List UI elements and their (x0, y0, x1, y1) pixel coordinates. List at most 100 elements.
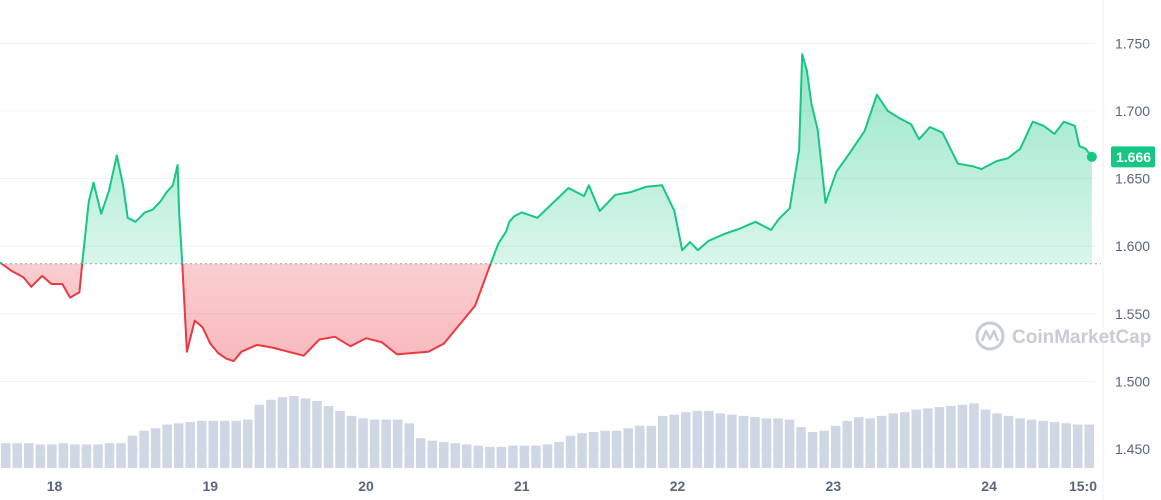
y-axis: 1.450 1.500 1.550 1.600 1.650 1.700 1.750 (1115, 35, 1150, 457)
volume-bar (1049, 422, 1060, 468)
area-fill-up (0, 54, 1092, 264)
volume-bar (773, 418, 783, 468)
volume-bar (646, 425, 656, 468)
volume-bar (600, 430, 610, 468)
volume-bar (692, 410, 703, 468)
volume-bar (542, 444, 553, 468)
watermark-text: CoinMarketCap (1012, 327, 1151, 348)
volume-bar (819, 430, 829, 468)
volume-bar (715, 413, 726, 468)
volume-bar (1015, 418, 1025, 468)
volume-bar (796, 427, 806, 468)
volume-bar (35, 444, 46, 468)
y-tick-label: 1.600 (1115, 238, 1150, 254)
volume-bar (853, 417, 864, 468)
volume-bar (243, 419, 253, 468)
volume-bar (565, 435, 576, 468)
volume-bar (162, 424, 172, 468)
volume-bar (12, 443, 23, 468)
volume-bar (485, 446, 495, 468)
volume-bar (439, 441, 449, 468)
price-line (0, 53, 1093, 363)
volume-bar (266, 399, 276, 468)
volume-bar (404, 423, 414, 468)
volume-bar (623, 428, 633, 468)
volume-bar (369, 419, 380, 468)
volume-bar (127, 435, 138, 468)
current-price-dot[interactable] (1086, 151, 1097, 162)
current-price-badge: 1.666 (1111, 146, 1155, 168)
volume-bar (335, 410, 345, 468)
volume-bar (312, 400, 322, 468)
x-tick-label: 22 (670, 478, 686, 494)
volume-bar (1084, 424, 1094, 468)
x-tick-label: 23 (826, 478, 842, 494)
area-fill-down (0, 263, 1092, 362)
volume-bar (634, 425, 645, 468)
volume-bar (1072, 424, 1083, 468)
volume-bar (704, 410, 714, 468)
volume-bar (300, 398, 311, 468)
volume-bar (1, 443, 11, 468)
volume-bar (681, 412, 691, 468)
volume-bar (196, 420, 207, 468)
volume-bars (1, 396, 1094, 468)
volume-bar (392, 419, 403, 468)
volume-bar (807, 432, 818, 468)
volume-bar (139, 430, 149, 468)
y-tick-label: 1.750 (1115, 35, 1150, 51)
current-price-badge-bg (1111, 146, 1155, 168)
volume-bar (1003, 415, 1014, 468)
x-axis: 18 19 20 21 22 23 24 15:0 (47, 478, 1097, 494)
volume-bar (173, 423, 184, 468)
volume-bar (277, 397, 288, 468)
volume-bar (830, 425, 841, 468)
volume-bar (81, 444, 92, 468)
coinmarketcap-watermark: CoinMarketCap (975, 321, 1151, 351)
volume-bar (185, 422, 195, 468)
volume-bar (150, 428, 161, 468)
volume-bar (415, 438, 426, 468)
x-tick-label: 19 (202, 478, 218, 494)
volume-bar (727, 414, 737, 468)
volume-bar (842, 420, 852, 468)
y-tick-label: 1.500 (1115, 373, 1150, 389)
volume-bar (750, 417, 760, 468)
volume-bar (231, 420, 242, 468)
volume-bar (611, 430, 622, 468)
x-tick-label: 18 (47, 478, 63, 494)
volume-bar (577, 433, 587, 468)
x-tick-label: 20 (358, 478, 374, 494)
volume-bar (496, 446, 507, 468)
volume-bar (877, 415, 887, 468)
volume-bar (957, 404, 968, 468)
volume-bar (70, 444, 80, 468)
volume-bar (473, 445, 484, 468)
volume-bar (554, 441, 564, 468)
volume-bar (208, 420, 218, 468)
volume-bar (346, 415, 357, 468)
x-tick-label: 21 (514, 478, 530, 494)
volume-bar (289, 396, 299, 468)
volume-bar (923, 408, 933, 468)
x-tick-label: 24 (981, 478, 997, 494)
volume-bar (254, 404, 265, 468)
volume-bar (47, 444, 57, 468)
volume-bar (519, 445, 530, 468)
volume-bar (888, 413, 899, 468)
volume-bar (738, 415, 749, 468)
y-tick-label: 1.650 (1115, 171, 1150, 187)
volume-bar (761, 418, 772, 468)
x-tick-label: 15:0 (1069, 478, 1097, 494)
volume-bar (992, 413, 1002, 468)
volume-bar (220, 420, 230, 468)
coinmarketcap-logo-icon (975, 321, 1005, 351)
price-area (0, 54, 1092, 362)
volume-bar (104, 443, 115, 468)
volume-bar (427, 440, 437, 468)
volume-bar (934, 407, 945, 468)
volume-bar (24, 443, 34, 468)
volume-bar (784, 419, 795, 468)
volume-bar (381, 419, 391, 468)
